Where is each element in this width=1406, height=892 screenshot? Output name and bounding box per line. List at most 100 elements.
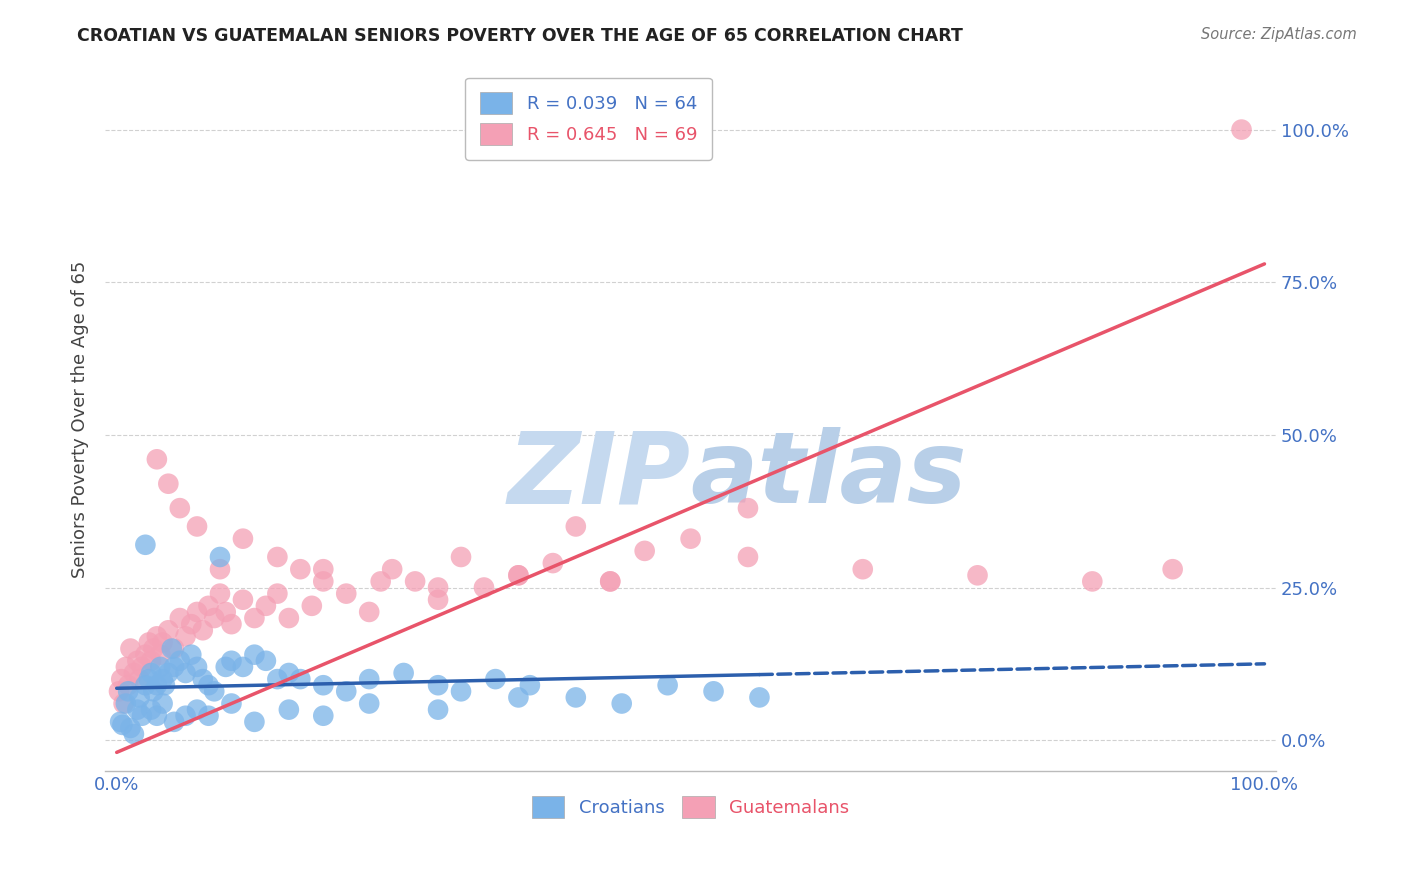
Y-axis label: Seniors Poverty Over the Age of 65: Seniors Poverty Over the Age of 65 bbox=[72, 261, 89, 578]
Point bbox=[232, 660, 254, 674]
Point bbox=[197, 599, 219, 613]
Legend: Croatians, Guatemalans: Croatians, Guatemalans bbox=[524, 789, 856, 825]
Point bbox=[186, 519, 208, 533]
Point bbox=[215, 660, 238, 674]
Point bbox=[737, 501, 759, 516]
Point bbox=[359, 605, 381, 619]
Point bbox=[266, 549, 288, 564]
Point bbox=[160, 641, 183, 656]
Point bbox=[138, 672, 160, 686]
Point bbox=[312, 708, 335, 723]
Point bbox=[111, 718, 134, 732]
Point bbox=[180, 617, 202, 632]
Point bbox=[290, 562, 312, 576]
Point bbox=[128, 672, 150, 686]
Point bbox=[702, 684, 724, 698]
Point bbox=[149, 660, 172, 674]
Point bbox=[748, 690, 770, 705]
Point bbox=[131, 660, 153, 674]
Point bbox=[381, 562, 404, 576]
Text: CROATIAN VS GUATEMALAN SENIORS POVERTY OVER THE AGE OF 65 CORRELATION CHART: CROATIAN VS GUATEMALAN SENIORS POVERTY O… bbox=[77, 27, 963, 45]
Point bbox=[139, 654, 162, 668]
Point bbox=[508, 568, 530, 582]
Point bbox=[186, 703, 208, 717]
Point bbox=[139, 703, 162, 717]
Point bbox=[427, 678, 450, 692]
Point bbox=[127, 654, 149, 668]
Point bbox=[657, 678, 679, 692]
Point bbox=[277, 611, 299, 625]
Point bbox=[472, 581, 495, 595]
Point bbox=[174, 665, 197, 680]
Point bbox=[157, 665, 180, 680]
Point bbox=[146, 678, 169, 692]
Point bbox=[599, 574, 621, 589]
Point bbox=[312, 562, 335, 576]
Point bbox=[134, 678, 156, 692]
Point bbox=[392, 665, 415, 680]
Point bbox=[115, 697, 138, 711]
Point bbox=[208, 549, 231, 564]
Point bbox=[610, 697, 633, 711]
Point bbox=[131, 708, 153, 723]
Point bbox=[232, 592, 254, 607]
Point bbox=[122, 727, 145, 741]
Point bbox=[427, 703, 450, 717]
Point bbox=[157, 624, 180, 638]
Point bbox=[180, 648, 202, 662]
Point bbox=[152, 672, 174, 686]
Point bbox=[142, 641, 165, 656]
Point bbox=[243, 714, 266, 729]
Point bbox=[169, 654, 191, 668]
Point bbox=[634, 544, 657, 558]
Point bbox=[277, 665, 299, 680]
Point bbox=[277, 703, 299, 717]
Point bbox=[427, 592, 450, 607]
Point bbox=[221, 697, 243, 711]
Point bbox=[335, 684, 357, 698]
Point bbox=[1230, 122, 1253, 136]
Point bbox=[134, 538, 156, 552]
Point bbox=[169, 611, 191, 625]
Point bbox=[149, 648, 172, 662]
Point bbox=[186, 660, 208, 674]
Point bbox=[163, 641, 186, 656]
Point bbox=[312, 678, 335, 692]
Point bbox=[208, 586, 231, 600]
Point bbox=[370, 574, 392, 589]
Point bbox=[163, 714, 186, 729]
Point bbox=[404, 574, 426, 589]
Point bbox=[146, 629, 169, 643]
Point bbox=[110, 672, 132, 686]
Point bbox=[541, 556, 564, 570]
Point bbox=[128, 690, 150, 705]
Text: Source: ZipAtlas.com: Source: ZipAtlas.com bbox=[1201, 27, 1357, 42]
Point bbox=[565, 519, 588, 533]
Point bbox=[108, 714, 131, 729]
Point bbox=[191, 672, 214, 686]
Text: ZIP: ZIP bbox=[508, 427, 690, 524]
Point bbox=[1081, 574, 1104, 589]
Point bbox=[427, 581, 450, 595]
Point bbox=[221, 617, 243, 632]
Point bbox=[146, 452, 169, 467]
Point bbox=[191, 624, 214, 638]
Point bbox=[120, 721, 142, 735]
Point bbox=[202, 684, 225, 698]
Point bbox=[484, 672, 506, 686]
Point bbox=[208, 562, 231, 576]
Point bbox=[115, 660, 138, 674]
Point bbox=[679, 532, 702, 546]
Point bbox=[301, 599, 323, 613]
Point bbox=[153, 678, 176, 692]
Point bbox=[146, 708, 169, 723]
Point bbox=[232, 532, 254, 546]
Point bbox=[152, 697, 174, 711]
Point bbox=[138, 635, 160, 649]
Point bbox=[134, 648, 156, 662]
Point bbox=[290, 672, 312, 686]
Point bbox=[359, 697, 381, 711]
Text: atlas: atlas bbox=[690, 427, 967, 524]
Point bbox=[312, 574, 335, 589]
Point bbox=[254, 599, 277, 613]
